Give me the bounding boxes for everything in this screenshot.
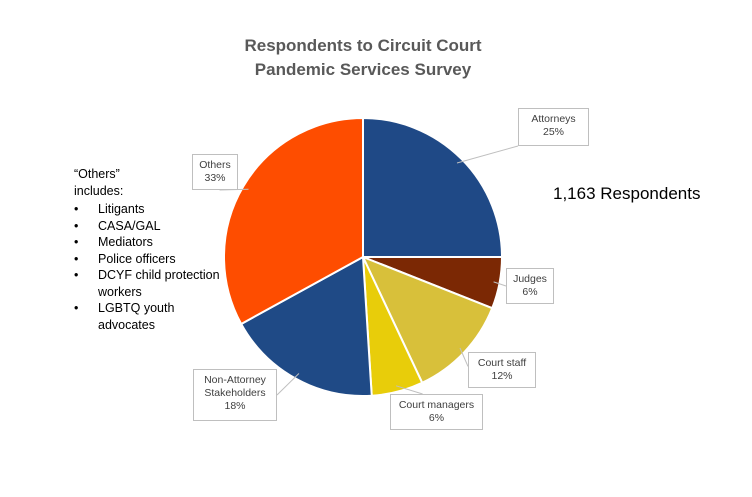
others-note-heading-2: includes: <box>74 183 124 198</box>
callout-percent-others: 33% <box>204 172 226 184</box>
callout-others: Others 33% <box>192 154 238 190</box>
pie-slice-attorneys <box>362 116 504 258</box>
others-note-heading-1: “Others” <box>74 167 120 181</box>
callout-name-judges: Judges <box>513 273 547 285</box>
callout-percent-court-managers: 6% <box>428 412 445 424</box>
callout-name-court-staff: Court staff <box>477 357 527 369</box>
chart-title-line-1: Respondents to Circuit Court <box>244 36 482 55</box>
others-note: “Others” includes: Litigants CASA/GAL Medi… <box>74 166 254 333</box>
callout-court-managers: Court managers 6% <box>390 394 483 430</box>
others-list-item-text: Litigants <box>98 202 145 216</box>
callout-court-staff: Court staff 12% <box>468 352 536 388</box>
others-list-item-text: CASA/GAL <box>98 218 161 233</box>
leader-line-attorneys <box>456 145 519 164</box>
others-list-item: CASA/GAL <box>74 218 254 235</box>
others-list-item: Police officers <box>74 251 254 268</box>
leader-line-non-attorney-stakeholders <box>276 373 300 396</box>
others-list-item: Mediators <box>74 234 254 251</box>
others-list-item-text: DCYF child protection <box>98 268 220 282</box>
callout-percent-court-staff: 12% <box>491 370 513 382</box>
callout-judges: Judges 6% <box>506 268 554 304</box>
others-list-item: DCYF child protection workers <box>74 267 254 300</box>
callout-name-court-managers: Court managers <box>398 399 475 411</box>
others-list-item-text: workers <box>98 284 142 299</box>
others-list-item: Litigants <box>74 201 254 218</box>
leader-line-court-managers <box>395 385 423 395</box>
callout-percent-judges: 6% <box>522 286 538 298</box>
others-list-item-text: Police officers <box>98 251 176 266</box>
callout-name-others: Others <box>199 159 231 171</box>
others-list-item: LGBTQ youth advocates <box>74 300 254 333</box>
pie-slice-court-staff <box>361 255 494 385</box>
others-list-item-text: Mediators <box>98 235 153 249</box>
callout-name-non-attorney-stakeholders-2: Stakeholders <box>204 387 266 399</box>
callout-name-attorneys: Attorneys <box>531 113 576 125</box>
callout-attorneys: Attorneys 25% <box>518 108 589 146</box>
pie-slices <box>223 116 504 398</box>
chart-title-line-2: Pandemic Services Survey <box>254 60 472 79</box>
others-list-item-text: LGBTQ youth <box>98 301 175 315</box>
callout-percent-non-attorney-stakeholders: 18% <box>224 400 246 412</box>
respondent-count: 1,163 Respondents <box>553 184 701 203</box>
others-list-item-text: advocates <box>98 317 155 332</box>
leader-line-judges <box>493 281 507 287</box>
others-list: Litigants CASA/GAL Mediators Police officer… <box>74 201 254 333</box>
pie-slice-non-attorney-stakeholders <box>239 255 373 398</box>
leader-line-court-staff <box>459 347 469 367</box>
callout-name-non-attorney-stakeholders-1: Non-Attorney <box>204 374 266 386</box>
callout-non-attorney-stakeholders: Non-Attorney Stakeholders 18% <box>193 369 277 421</box>
chart-title: Respondents to Circuit Court Pandemic Se… <box>140 34 586 82</box>
callout-percent-attorneys: 25% <box>542 126 564 138</box>
